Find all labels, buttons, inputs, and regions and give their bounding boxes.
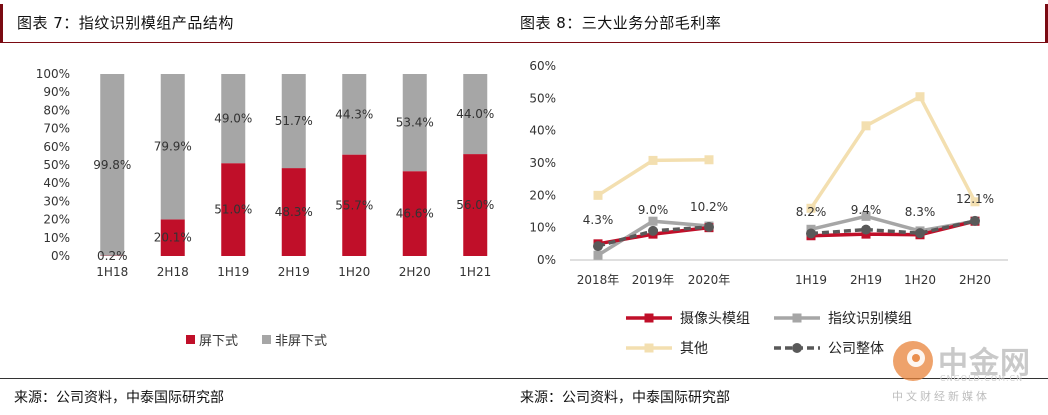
legend-marker-company-overall [792, 343, 802, 353]
point-company-overall [915, 228, 925, 238]
y-tick-label: 40% [529, 124, 556, 138]
x-tick-label: 2H19 [850, 273, 882, 287]
legend-swatch [262, 335, 271, 344]
x-tick-label: 1H21 [459, 265, 491, 279]
legend-label: 摄像头模组 [680, 311, 750, 327]
y-tick-label: 20% [529, 188, 556, 202]
y-tick-label: 0% [537, 253, 556, 267]
data-label: 44.3% [335, 107, 373, 121]
point-fingerprint-module [649, 217, 658, 226]
y-tick-label: 0% [51, 249, 70, 263]
data-label: 44.0% [456, 107, 494, 121]
y-tick-label: 50% [43, 158, 70, 172]
legend-label: 指纹识别模组 [828, 311, 912, 327]
data-label-overall: 4.3% [583, 213, 614, 227]
data-label: 79.9% [154, 140, 192, 154]
y-tick-label: 20% [43, 213, 70, 227]
legend-swatch [186, 335, 195, 344]
line-chart: 0% 10% 20% 30% 40% 50% 60% 2018年 2019年 2020年 1H19 2… [508, 48, 1048, 378]
legend-marker-camera-module [645, 314, 654, 323]
watermark: 中金网 CNGOLD.COM.CN 中文财经新媒体 [888, 336, 1038, 412]
watermark-domain: CNGOLD.COM.CN [940, 374, 1023, 383]
left-panel: 图表 7：指纹识别模组产品结构 0% 10% 20% 30% 40% 50% 60% 70% 8… [0, 0, 508, 414]
legend-label: 公司整体 [828, 341, 884, 357]
data-label-overall: 12.1% [956, 192, 994, 206]
legend-label: 屏下式 [199, 334, 238, 349]
y-tick-label: 50% [529, 91, 556, 105]
point-company-overall [593, 241, 603, 251]
left-source: 来源：公司资料，中泰国际研究部 [14, 387, 224, 407]
data-label-overall: 9.4% [851, 203, 882, 217]
y-tick-label: 100% [36, 67, 70, 81]
watermark-logo-icon [892, 340, 934, 382]
data-label: 48.3% [275, 205, 313, 219]
y-tick-label: 60% [529, 59, 556, 73]
data-label: 56.0% [456, 198, 494, 212]
point-others [862, 121, 871, 130]
data-label-overall: 9.0% [638, 203, 669, 217]
point-others [705, 155, 714, 164]
legend-label: 其他 [680, 341, 708, 357]
legend-label: 非屏下式 [275, 334, 327, 349]
point-company-overall [704, 222, 714, 232]
series-line-others [811, 97, 975, 209]
data-label: 46.6% [396, 207, 434, 221]
data-label: 55.7% [335, 198, 373, 212]
point-fingerprint-module [594, 251, 603, 260]
point-company-overall [806, 228, 816, 238]
point-company-overall [648, 226, 658, 236]
data-label-overall: 10.2% [690, 200, 728, 214]
x-tick-label: 2H18 [157, 265, 189, 279]
data-label: 51.0% [214, 203, 252, 217]
y-tick-label: 90% [43, 85, 70, 99]
data-label: 99.8% [93, 158, 131, 172]
y-tick-label: 30% [529, 156, 556, 170]
data-label-overall: 8.2% [796, 205, 827, 219]
point-others [649, 156, 658, 165]
y-tick-label: 10% [529, 221, 556, 235]
point-others [594, 191, 603, 200]
point-company-overall [861, 225, 871, 235]
x-tick-label: 1H20 [904, 273, 936, 287]
data-label: 0.2% [97, 249, 128, 263]
y-tick-label: 70% [43, 122, 70, 136]
x-tick-label: 2018年 [577, 273, 620, 287]
left-title-bar: 图表 7：指纹识别模组产品结构 [0, 4, 508, 43]
data-label: 51.7% [275, 114, 313, 128]
x-tick-label: 1H19 [217, 265, 249, 279]
y-tick-label: 10% [43, 231, 70, 245]
x-tick-label: 2H19 [278, 265, 310, 279]
point-company-overall [970, 216, 980, 226]
data-label: 20.1% [154, 231, 192, 245]
legend-marker-fingerprint-module [793, 314, 802, 323]
y-tick-label: 40% [43, 176, 70, 190]
x-tick-label: 2020年 [688, 273, 731, 287]
stacked-bar-chart: 0% 10% 20% 30% 40% 50% 60% 70% 80% 90% 100% 0.2% 99.… [0, 48, 508, 378]
x-tick-label: 2H20 [959, 273, 991, 287]
x-tick-label: 1H18 [96, 265, 128, 279]
legend-marker-others [645, 344, 654, 353]
x-tick-label: 2019年 [632, 273, 675, 287]
right-chart-title: 图表 8：三大业务分部毛利率 [520, 12, 721, 33]
y-tick-label: 60% [43, 140, 70, 154]
x-tick-label: 1H20 [338, 265, 370, 279]
x-tick-label: 1H19 [795, 273, 827, 287]
right-title-bar: 图表 8：三大业务分部毛利率 [508, 4, 1048, 43]
left-source-bar: 来源：公司资料，中泰国际研究部 [0, 378, 508, 415]
x-tick-label: 2H20 [399, 265, 431, 279]
point-others [916, 92, 925, 101]
data-label: 53.4% [396, 116, 434, 130]
y-tick-label: 80% [43, 103, 70, 117]
series-line-others [598, 160, 709, 196]
data-label-overall: 8.3% [905, 205, 936, 219]
right-source: 来源：公司资料，中泰国际研究部 [520, 387, 730, 407]
watermark-subtitle: 中文财经新媒体 [892, 388, 990, 404]
data-label: 49.0% [214, 112, 252, 126]
y-tick-label: 30% [43, 194, 70, 208]
left-chart-title: 图表 7：指纹识别模组产品结构 [17, 12, 234, 33]
